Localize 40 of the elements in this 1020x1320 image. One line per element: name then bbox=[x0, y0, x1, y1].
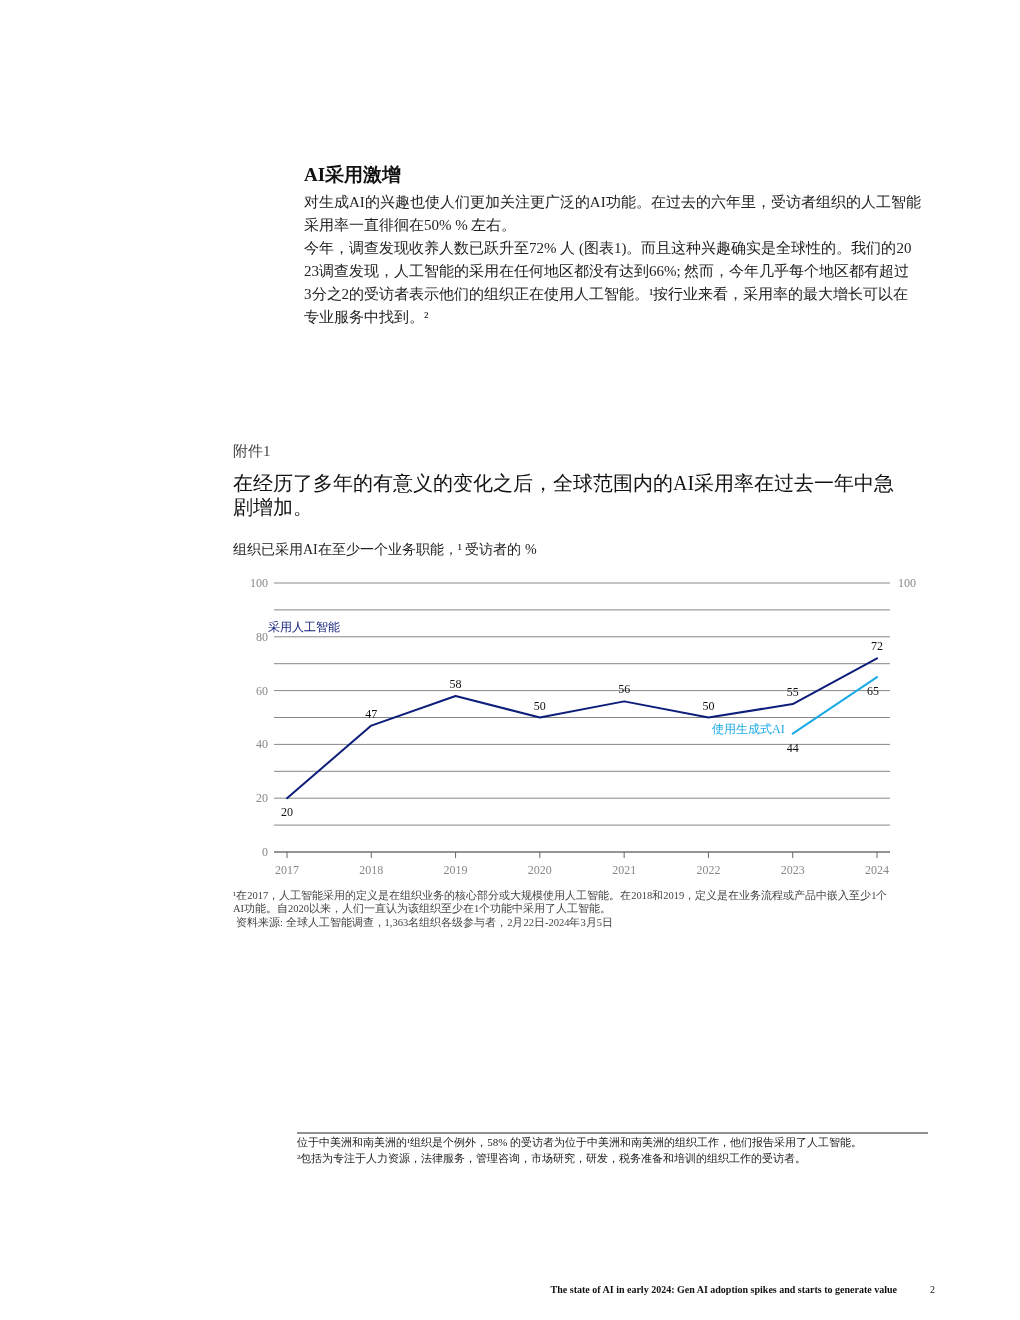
text: AI采用激增 bbox=[304, 164, 402, 185]
x-tick-label: 2019 bbox=[443, 863, 468, 877]
y-tick-label: 20 bbox=[256, 791, 268, 806]
data-label: 44 bbox=[786, 740, 799, 755]
x-tick-label: 2024 bbox=[865, 863, 889, 877]
text: ¹在2017，人工智能采用的定义是在组织业务的核心部分或大规模使用人工智能。在2018和2019，定义是在业务流程或产品中嵌入至少1个AI功能。自2020以来，人们一直认为该组织至少在1个功能中采用了人工智能。 bbox=[233, 889, 888, 914]
y-tick-label: 40 bbox=[256, 737, 268, 752]
y-tick-label: 100 bbox=[250, 576, 268, 590]
y-tick-label: 0 bbox=[262, 845, 268, 859]
data-label: 50 bbox=[533, 698, 546, 713]
data-label: 58 bbox=[449, 676, 462, 691]
data-label: 47 bbox=[365, 706, 378, 721]
text: 今年，调查发现收养人数已跃升至72% 人 (图表1)。而且这种兴趣确实是全球性的。我们的2023调查发现，人工智能的采用在任何地区都没有达到66%; 然而，今年几乎每个地区都有超过3分之2的受访者表示他们的组织正在使用人工智能。¹按行业来看，采用率的最大增长可以在专业服务中找到。² bbox=[304, 240, 912, 325]
x-tick-label: 2020 bbox=[527, 863, 552, 877]
text: 100 bbox=[898, 576, 916, 590]
data-label: 56 bbox=[618, 682, 631, 697]
text: The state of AI in early 2024: Gen AI adoption spikes and starts to generate value bbox=[550, 1284, 898, 1295]
x-tick-label: 2022 bbox=[696, 863, 721, 877]
series-label: 使用生成式AI bbox=[712, 721, 785, 736]
line-series bbox=[286, 657, 878, 800]
data-label: 72 bbox=[871, 639, 883, 654]
data-label: 20 bbox=[281, 805, 293, 820]
text: 位于中美洲和南美洲的¹组织是个例外，58% 的受访者为位于中美洲和南美洲的组织工作，他们报告采用了人工智能。 bbox=[297, 1136, 863, 1148]
data-label: 50 bbox=[702, 698, 715, 713]
text: 2 bbox=[930, 1284, 935, 1295]
text: ²包括为专注于人力资源，法律服务，管理咨询，市场研究，研发，税务准备和培训的组织工作的受访者。 bbox=[297, 1152, 807, 1164]
text: 资料来源: 全球人工智能调查，1,363名组织各级参与者，2月22日-2024年3月5日 bbox=[236, 916, 613, 928]
data-label: 65 bbox=[867, 684, 879, 699]
chart-title: 在经历了多年的有意义的变化之后，全球范围内的AI采用率在过去一年中急剧增加。 bbox=[233, 472, 895, 518]
text: 对生成AI的兴趣也使人们更加关注更广泛的AI功能。在过去的六年里，受访者组织的人工智能采用率一直徘徊在50% % 左右。 bbox=[304, 194, 921, 233]
y-tick-label: 60 bbox=[256, 683, 268, 698]
text: 采用人工智能 bbox=[268, 619, 340, 634]
x-tick-label: 2018 bbox=[359, 863, 384, 877]
x-tick-label: 2017 bbox=[275, 863, 299, 877]
chart-subtitle: 组织已采用AI在至少一个业务职能，¹ 受访者的 % bbox=[233, 542, 537, 557]
data-label: 55 bbox=[786, 685, 799, 700]
text: 附件1 bbox=[233, 443, 271, 459]
y-tick-label: 80 bbox=[256, 629, 268, 644]
x-tick-label: 2021 bbox=[612, 863, 637, 877]
x-tick-label: 2023 bbox=[780, 863, 805, 877]
